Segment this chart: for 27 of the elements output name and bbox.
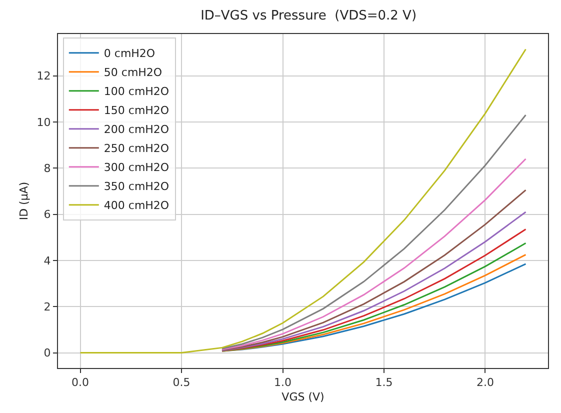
- legend-label: 350 cmH2O: [104, 180, 170, 194]
- x-tick-label: 1.5: [375, 376, 393, 390]
- x-tick-label: 1.0: [274, 376, 292, 390]
- legend-label: 200 cmH2O: [104, 123, 170, 136]
- y-tick-label: 8: [44, 162, 51, 175]
- line-series: [80, 48, 526, 354]
- y-tick-label: 10: [36, 116, 51, 129]
- legend-label: 0 cmH2O: [104, 47, 156, 60]
- legend-label: 50 cmH2O: [104, 66, 162, 80]
- legend-label: 300 cmH2O: [104, 161, 170, 174]
- line-series: [221, 158, 526, 350]
- chart-title: ID–VGS vs Pressure (VDS=0.2 V): [200, 8, 417, 24]
- legend-label: 100 cmH2O: [104, 85, 170, 98]
- x-tick-label: 0.5: [172, 376, 190, 390]
- y-axis-title: ID (µA): [17, 182, 30, 220]
- x-axis-title: VGS (V): [282, 390, 324, 404]
- x-tick-label: 0.0: [72, 376, 90, 390]
- y-tick-label: 6: [44, 208, 51, 222]
- x-tick-label: 2.0: [476, 376, 494, 390]
- y-tick-label: 0: [44, 346, 51, 360]
- y-tick-label: 2: [44, 300, 51, 314]
- legend-label: 400 cmH2O: [104, 199, 170, 212]
- legend-label: 250 cmH2O: [104, 142, 170, 156]
- legend-label: 150 cmH2O: [104, 104, 170, 118]
- y-tick-label: 12: [36, 70, 51, 83]
- y-tick-label: 4: [44, 254, 51, 268]
- line-series: [221, 114, 526, 350]
